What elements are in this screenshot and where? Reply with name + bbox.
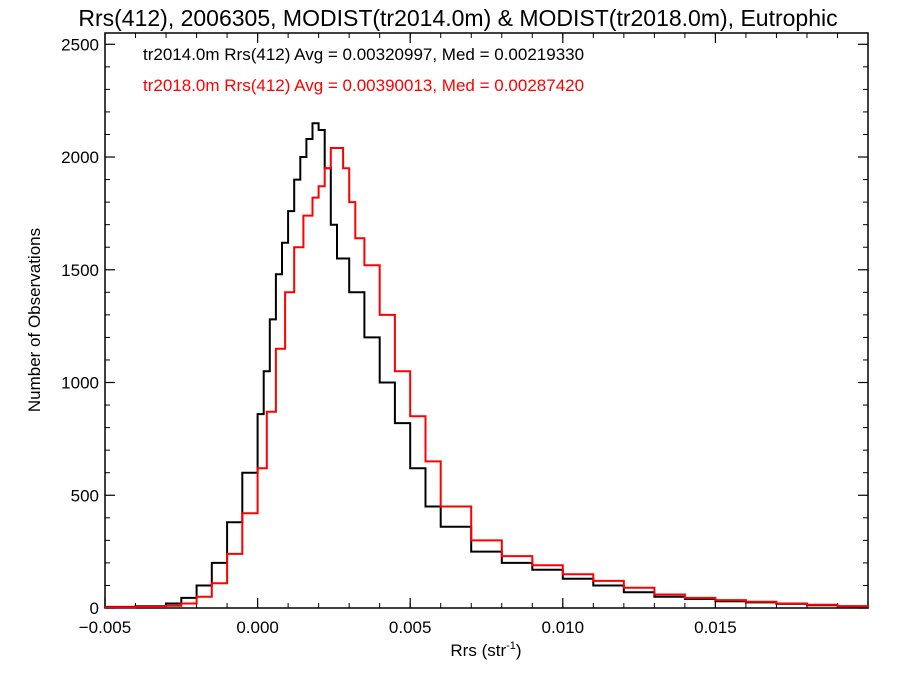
x-axis-label-superscript: -1 [506,640,516,652]
plot-frame [104,32,869,609]
x-axis-label-close: ) [516,641,522,660]
y-tick-label: 0 [90,599,99,618]
x-axis-label: Rrs (str-1) [450,640,521,660]
legend-annotation-tr2014: tr2014.0m Rrs(412) Avg = 0.00320997, Med… [143,45,584,64]
y-tick-label: 1500 [61,261,99,280]
x-tick-label: 0.015 [694,618,737,637]
series-layer [105,122,869,609]
y-tick-label: 2000 [61,148,99,167]
y-tick-label: 500 [71,486,99,505]
x-tick-label: 0.000 [236,618,279,637]
y-tick-label: 2500 [61,35,99,54]
y-axis-label: Number of Observations [25,228,44,412]
x-tick-label: 0.005 [389,618,432,637]
y-tick-label: 1000 [61,374,99,393]
series-line-1 [105,147,869,609]
chart-title: Rrs(412), 2006305, MODIST(tr2014.0m) & M… [78,5,837,31]
plot-area [104,32,869,609]
series-line-0 [105,122,869,608]
x-axis-label-text: Rrs (str [450,641,506,660]
x-axis: −0.005 0.000 0.005 0.010 0.015 [79,33,869,637]
y-axis: 0 500 1000 1500 2000 2500 [61,35,868,618]
x-tick-label: 0.010 [542,618,585,637]
legend-annotation-tr2018: tr2018.0m Rrs(412) Avg = 0.00390013, Med… [143,76,584,95]
x-tick-label: −0.005 [79,618,131,637]
